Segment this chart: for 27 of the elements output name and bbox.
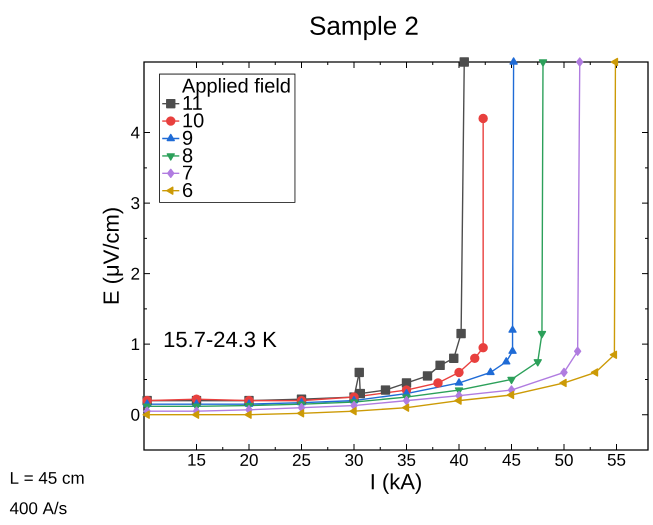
y-tick-label: 3 [131,197,140,210]
annotation: 15.7-24.3 K [164,332,277,348]
legend-label: 8 [182,148,192,162]
text: 400 A/s [10,502,67,514]
x-tick-label: 55 [608,454,626,466]
y-tick-label: 2 [131,268,140,280]
chart-title: Sample 2 [310,16,418,40]
x-tick-label: 45 [502,454,520,466]
x-tick-label: 40 [450,454,468,466]
x-tick-label: 20 [240,454,258,466]
legend-title: Applied field [182,78,290,97]
legend-label: 7 [183,166,192,180]
text: L = 45 cm [10,472,84,484]
x-tick-label: 25 [292,454,310,466]
legend-label: 6 [183,182,192,198]
x-tick-label: 15 [188,454,206,466]
x-tick-label: 50 [555,454,573,466]
legend-label: 10 [184,113,204,128]
y-tick-label: 4 [130,126,140,138]
x-axis-title: I (kA) [372,473,421,494]
x-tick-label: 35 [398,454,416,466]
y-tick-label: 0 [131,408,140,421]
y-tick-label: 1 [132,338,140,350]
y-axis-title: E (μV/cm) [102,208,124,304]
x-tick-label: 30 [345,454,363,466]
legend-label: 11 [184,96,202,110]
legend-label: 9 [182,130,192,145]
